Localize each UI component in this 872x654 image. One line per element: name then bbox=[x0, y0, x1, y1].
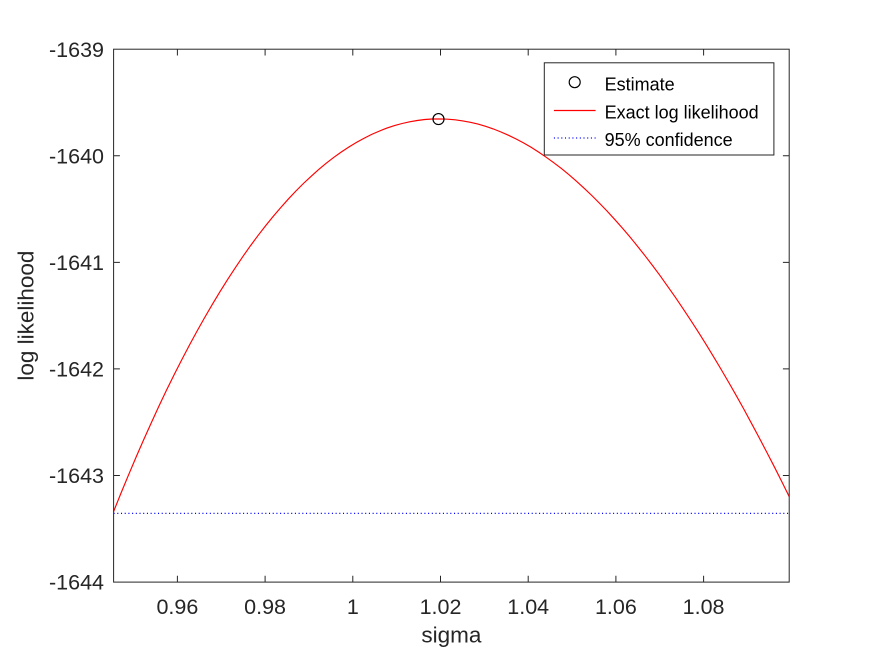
svg-text:-1640: -1640 bbox=[49, 144, 104, 168]
svg-text:-1643: -1643 bbox=[49, 464, 104, 488]
svg-text:Exact log likelihood: Exact log likelihood bbox=[605, 103, 759, 123]
svg-text:1.02: 1.02 bbox=[420, 595, 462, 619]
svg-text:-1642: -1642 bbox=[49, 358, 104, 382]
svg-text:95% confidence: 95% confidence bbox=[605, 130, 733, 150]
svg-text:-1641: -1641 bbox=[49, 251, 104, 275]
svg-text:0.98: 0.98 bbox=[244, 595, 286, 619]
svg-text:1.06: 1.06 bbox=[595, 595, 637, 619]
svg-text:Estimate: Estimate bbox=[605, 74, 675, 94]
svg-text:0.96: 0.96 bbox=[156, 595, 198, 619]
svg-text:1.04: 1.04 bbox=[507, 595, 549, 619]
svg-text:-1644: -1644 bbox=[49, 571, 104, 595]
svg-text:log likelihood: log likelihood bbox=[14, 251, 39, 381]
svg-text:-1639: -1639 bbox=[49, 38, 104, 62]
svg-text:1: 1 bbox=[347, 595, 359, 619]
svg-text:sigma: sigma bbox=[421, 623, 482, 648]
svg-text:1.08: 1.08 bbox=[683, 595, 725, 619]
